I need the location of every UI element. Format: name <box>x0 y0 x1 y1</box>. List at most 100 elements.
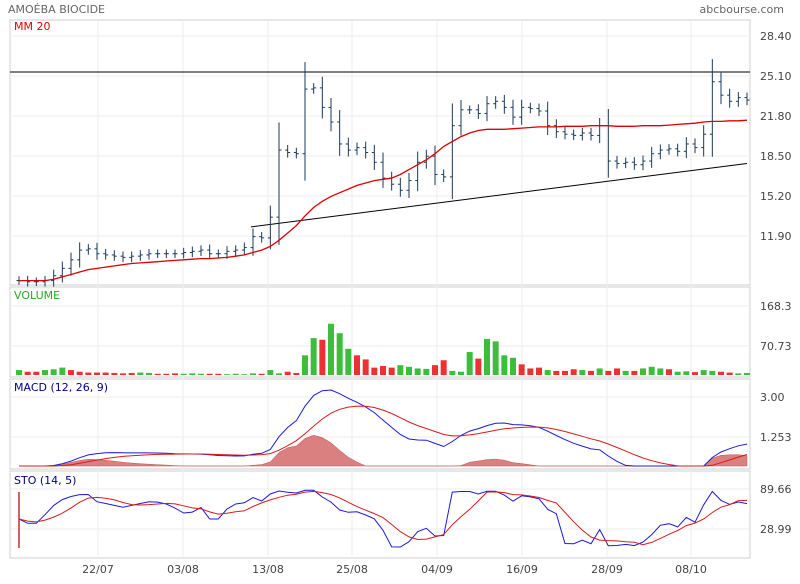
volume-bar <box>744 372 750 375</box>
ohlc-bar <box>683 137 689 159</box>
source-label[interactable]: abcbourse.com <box>700 3 784 16</box>
price-y-tick: 15.20 <box>760 190 792 203</box>
volume-bar <box>267 370 274 375</box>
volume-bar <box>700 370 707 375</box>
x-tick-label: 13/08 <box>252 563 284 576</box>
ohlc-bar <box>371 144 377 170</box>
ohlc-bar <box>94 242 100 260</box>
ohlc-bar <box>120 251 126 263</box>
ohlc-bar <box>172 249 178 258</box>
ohlc-bar <box>155 249 161 258</box>
price-panel-title: MM 20 <box>14 20 50 33</box>
ohlc-bar <box>545 101 551 136</box>
volume-bar <box>284 371 291 375</box>
ohlc-bar <box>579 127 585 141</box>
volume-bar <box>371 367 378 375</box>
volume-bar <box>50 369 57 375</box>
volume-bar <box>432 365 438 375</box>
volume-bar <box>631 370 638 375</box>
volume-bar <box>16 370 22 375</box>
volume-y-tick: 168.3 <box>760 300 792 313</box>
x-tick-label: 08/10 <box>675 563 707 576</box>
ohlc-bar <box>337 110 343 156</box>
volume-bar <box>146 372 152 375</box>
volume-bar <box>336 333 343 375</box>
ohlc-bar <box>137 250 143 261</box>
volume-bar <box>310 338 317 375</box>
macd-y-tick: 3.00 <box>760 391 785 404</box>
volume-bar <box>527 368 534 375</box>
price-y-tick: 25.10 <box>760 70 792 83</box>
vertical-grid <box>97 20 692 558</box>
volume-bar <box>232 373 239 375</box>
volume-bar <box>328 323 334 375</box>
volume-bar <box>137 372 144 375</box>
volume-y-tick: 70.73 <box>760 340 792 353</box>
sto-y-ticks: 89.66 28.99 <box>760 483 792 536</box>
volume-y-ticks: 168.3 70.73 <box>760 300 792 353</box>
price-y-tick: 21.80 <box>760 110 792 123</box>
price-layer <box>10 59 750 287</box>
sto-k-line <box>18 489 748 548</box>
volume-bar <box>553 370 560 375</box>
ohlc-bar <box>614 155 620 169</box>
ohlc-bar <box>33 277 39 287</box>
ohlc-bar <box>406 172 412 198</box>
ohlc-bar <box>328 97 334 132</box>
volume-bar <box>241 374 248 375</box>
volume-bar <box>224 374 230 375</box>
x-tick-label: 22/07 <box>82 563 114 576</box>
ohlc-bar <box>189 246 195 258</box>
ohlc-bar <box>449 103 455 200</box>
ohlc-bar <box>267 205 273 250</box>
ohlc-bar <box>415 151 421 192</box>
ohlc-bar <box>276 122 282 245</box>
ohlc-bar <box>215 249 221 258</box>
volume-bar <box>206 373 213 375</box>
volume-bar <box>85 372 92 375</box>
stochastic-panel <box>9 470 751 559</box>
volume-bar <box>726 372 733 375</box>
volume-bar <box>449 370 456 375</box>
ohlc-bar <box>198 245 204 256</box>
ohlc-bar <box>302 62 308 181</box>
volume-panel <box>9 286 751 378</box>
volume-bar <box>120 373 126 375</box>
volume-bar <box>180 373 187 375</box>
volume-bar <box>198 373 204 375</box>
macd-grid <box>10 396 750 438</box>
ohlc-bar <box>432 145 438 186</box>
volume-bar <box>683 371 690 375</box>
volume-bar <box>215 373 222 375</box>
volume-bar <box>102 372 109 375</box>
price-panel <box>9 19 751 286</box>
ohlc-bar <box>129 251 135 263</box>
ohlc-bar <box>59 261 65 283</box>
ohlc-bar <box>397 177 403 197</box>
ohlc-bar <box>666 144 672 155</box>
macd-panel-title: MACD (12, 26, 9) <box>14 381 108 394</box>
ohlc-bar <box>250 228 256 256</box>
volume-bar <box>414 368 421 375</box>
sto-panel-title: STO (14, 5) <box>14 474 76 487</box>
volume-bar <box>397 365 404 375</box>
volume-bar <box>666 369 672 375</box>
ohlc-bar <box>146 249 152 260</box>
volume-bar <box>388 367 395 375</box>
ohlc-bar <box>319 76 325 119</box>
ohlc-bar <box>657 144 663 160</box>
ma20-line <box>19 119 748 282</box>
ohlc-bar <box>354 142 360 156</box>
volume-layer <box>16 323 750 375</box>
volume-bar <box>163 373 170 375</box>
volume-bar <box>128 372 135 375</box>
ohlc-bar <box>588 127 594 141</box>
price-y-tick: 28.40 <box>760 30 792 43</box>
volume-bar <box>544 370 551 375</box>
volume-bar <box>657 368 664 375</box>
volume-bar <box>33 371 40 375</box>
ohlc-bar <box>553 119 559 139</box>
volume-bar <box>276 373 282 375</box>
volume-bar <box>484 338 490 375</box>
volume-bar <box>605 370 612 375</box>
